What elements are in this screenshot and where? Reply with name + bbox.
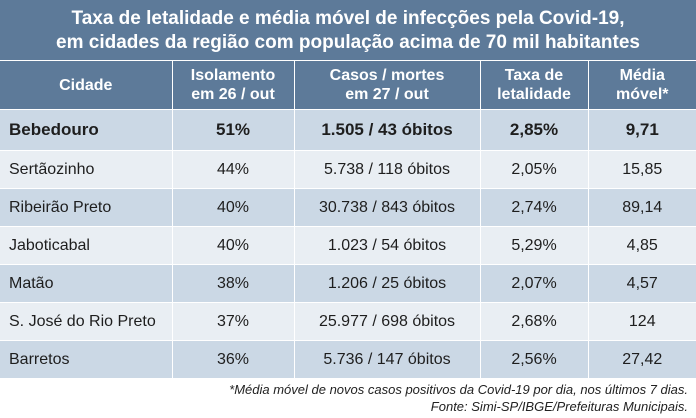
title-line-1: Taxa de letalidade e média móvel de infe… [71, 8, 625, 29]
table-row: Bebedouro 51% 1.505 / 43 óbitos 2,85% 9,… [0, 109, 696, 151]
header-row: Cidade Isolamento em 26 / out Casos / mor… [0, 60, 696, 110]
table-row: Jaboticabal 40% 1.023 / 54 óbitos 5,29% … [0, 226, 696, 265]
cell-taxa: 2,07% [479, 264, 588, 303]
cell-taxa: 2,85% [479, 109, 588, 151]
cell-taxa: 2,68% [479, 302, 588, 341]
source-note: Fonte: Simi-SP/IBGE/Prefeituras Municipa… [430, 399, 688, 414]
cell-casos: 5.738 / 118 óbitos [293, 150, 480, 189]
cell-taxa: 2,74% [479, 188, 588, 227]
cell-casos: 1.023 / 54 óbitos [293, 226, 480, 265]
cell-media: 4,57 [587, 264, 696, 303]
cell-cidade: Sertãozinho [0, 150, 172, 189]
table-row: Ribeirão Preto 40% 30.738 / 843 óbitos 2… [0, 188, 696, 227]
cell-cidade: Bebedouro [0, 109, 172, 151]
header-isolamento: Isolamento em 26 / out [171, 60, 294, 110]
cell-media: 9,71 [587, 109, 696, 151]
cell-media: 27,42 [587, 340, 696, 378]
cell-cidade: Barretos [0, 340, 172, 378]
cell-taxa: 2,56% [479, 340, 588, 378]
cell-media: 124 [587, 302, 696, 341]
cell-cidade: S. José do Rio Preto [0, 302, 172, 341]
cell-cidade: Ribeirão Preto [0, 188, 172, 227]
table-row: S. José do Rio Preto 37% 25.977 / 698 ób… [0, 302, 696, 341]
title-line-2: em cidades da região com população acima… [56, 32, 640, 53]
header-media-movel: Média móvel* [587, 60, 696, 110]
cell-casos: 1.206 / 25 óbitos [293, 264, 480, 303]
cell-casos: 30.738 / 843 óbitos [293, 188, 480, 227]
table-row: Sertãozinho 44% 5.738 / 118 óbitos 2,05%… [0, 150, 696, 189]
cell-casos: 1.505 / 43 óbitos [293, 109, 480, 151]
cell-taxa: 2,05% [479, 150, 588, 189]
cell-casos: 25.977 / 698 óbitos [293, 302, 480, 341]
cell-isolamento: 51% [171, 109, 294, 151]
cell-media: 4,85 [587, 226, 696, 265]
cell-taxa: 5,29% [479, 226, 588, 265]
cell-media: 15,85 [587, 150, 696, 189]
table-row: Barretos 36% 5.736 / 147 óbitos 2,56% 27… [0, 340, 696, 378]
cell-isolamento: 37% [171, 302, 294, 341]
cell-cidade: Matão [0, 264, 172, 303]
header-cidade: Cidade [0, 60, 172, 110]
cell-cidade: Jaboticabal [0, 226, 172, 265]
header-taxa-letalidade: Taxa de letalidade [479, 60, 588, 110]
covid-table: Cidade Isolamento em 26 / out Casos / mor… [0, 60, 696, 378]
cell-isolamento: 38% [171, 264, 294, 303]
cell-isolamento: 40% [171, 226, 294, 265]
cell-isolamento: 40% [171, 188, 294, 227]
cell-isolamento: 44% [171, 150, 294, 189]
footnote: *Média móvel de novos casos positivos da… [229, 382, 688, 397]
header-casos-mortes: Casos / mortes em 27 / out [293, 60, 480, 110]
cell-isolamento: 36% [171, 340, 294, 378]
cell-media: 89,14 [587, 188, 696, 227]
cell-casos: 5.736 / 147 óbitos [293, 340, 480, 378]
table-row: Matão 38% 1.206 / 25 óbitos 2,07% 4,57 [0, 264, 696, 303]
table-title: Taxa de letalidade e média móvel de infe… [0, 0, 696, 60]
